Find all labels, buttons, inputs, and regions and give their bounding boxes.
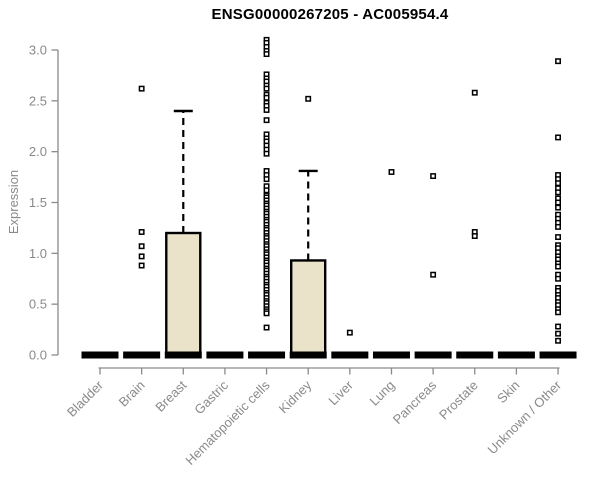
outlier-point: [263, 85, 270, 92]
outlier-point: [555, 189, 561, 196]
box-group-breast: [164, 109, 202, 359]
outlier-point: [555, 263, 561, 270]
outlier-point: [471, 233, 478, 240]
y-tick-label: 3.0: [29, 43, 47, 58]
flat-box-at-zero: [456, 351, 494, 359]
outlier-point: [263, 150, 270, 157]
box-group-prostate: [456, 89, 494, 359]
outlier-point: [138, 229, 145, 235]
outlier-point: [263, 117, 270, 124]
chart-title: ENSG00000267205 - AC005954.4: [211, 6, 449, 23]
outlier-point: [555, 337, 561, 344]
outlier-point: [555, 180, 561, 187]
y-axis: 0.0 0.5 1.0 1.5 2.0 2.5 3.0: [29, 43, 59, 363]
box-group-liver: [331, 329, 369, 359]
x-tick-label: Pancreas: [390, 377, 440, 427]
outlier-point: [263, 176, 270, 183]
y-tick-label: 0.0: [29, 348, 47, 363]
outlier-point: [263, 324, 270, 331]
median-bar: [289, 351, 327, 359]
y-tick-label: 1.5: [29, 195, 47, 210]
box-group-unknown-other: [539, 58, 577, 359]
flat-box-at-zero: [497, 351, 535, 359]
x-tick-label: Brain: [116, 378, 148, 410]
box-group-bladder: [81, 351, 119, 359]
outlier-point: [555, 199, 561, 206]
outlier-point: [471, 89, 478, 96]
x-tick-label: Liver: [325, 377, 356, 408]
flat-box-at-zero: [123, 351, 161, 359]
outlier-point: [346, 329, 353, 336]
x-tick-label: Skin: [494, 378, 522, 406]
x-tick-label: Bladder: [64, 377, 107, 420]
x-tick-label: Kidney: [276, 377, 315, 416]
outlier-point: [555, 223, 561, 230]
outlier-point: [138, 262, 145, 269]
y-tick-label: 2.5: [29, 93, 47, 108]
x-tick-label: Prostate: [436, 378, 481, 423]
outlier-point: [263, 310, 270, 317]
median-bar: [164, 351, 202, 359]
outlier-point: [430, 173, 437, 180]
outlier-point: [555, 323, 561, 330]
y-tick-label: 0.5: [29, 297, 47, 312]
y-tick-label: 1.0: [29, 246, 47, 261]
box-group-kidney: [289, 95, 327, 359]
box-group-hematopoietic-cells: [248, 36, 286, 359]
flat-box-at-zero: [248, 351, 286, 359]
outlier-point: [138, 85, 145, 92]
outlier-point: [555, 204, 561, 211]
outlier-point: [138, 253, 145, 260]
flat-box-at-zero: [372, 351, 410, 359]
x-tick-label: Unknown / Other: [485, 377, 565, 457]
outlier-point: [555, 275, 561, 282]
outlier-point: [430, 271, 437, 278]
iqr-box: [290, 259, 327, 357]
y-tick-label: 2.0: [29, 144, 47, 159]
outlier-point: [263, 107, 270, 113]
outlier-point: [555, 58, 561, 65]
outlier-point: [263, 51, 270, 58]
outlier-point: [305, 95, 312, 102]
outlier-point: [555, 234, 561, 241]
flat-box-at-zero: [81, 351, 119, 359]
outlier-point: [138, 243, 145, 250]
flat-box-at-zero: [331, 351, 369, 359]
outlier-point: [555, 309, 561, 316]
outlier-point: [555, 134, 561, 141]
x-tick-label: Breast: [152, 377, 189, 414]
box-group-lung: [372, 169, 410, 359]
outlier-point: [555, 330, 561, 337]
box-group-pancreas: [414, 173, 452, 359]
box-group-skin: [497, 351, 535, 359]
outlier-point: [263, 94, 270, 101]
flat-box-at-zero: [414, 351, 452, 359]
x-tick-label: Gastric: [191, 377, 231, 417]
outlier-point: [263, 187, 270, 194]
flat-box-at-zero: [539, 351, 577, 359]
iqr-box: [165, 231, 202, 357]
x-tick-label: Lung: [367, 378, 398, 409]
flat-box-at-zero: [206, 351, 244, 359]
box-group-gastric: [206, 351, 244, 359]
box-group-brain: [123, 85, 161, 359]
outlier-point: [388, 169, 395, 175]
